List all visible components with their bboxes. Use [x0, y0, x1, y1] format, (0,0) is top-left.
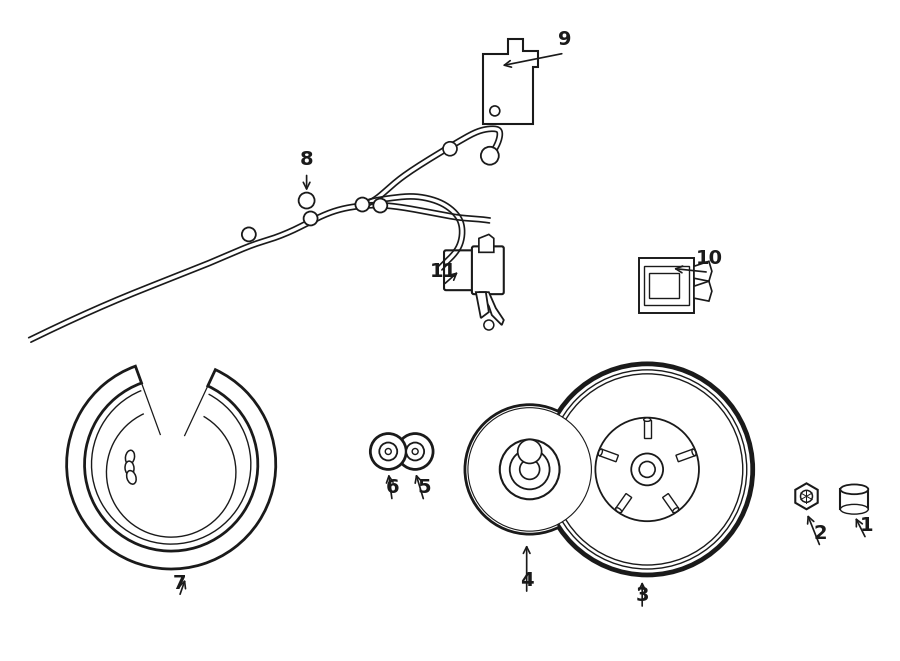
- Ellipse shape: [616, 508, 622, 513]
- Circle shape: [631, 453, 663, 485]
- Ellipse shape: [127, 471, 136, 484]
- Ellipse shape: [692, 449, 696, 455]
- Circle shape: [543, 365, 751, 574]
- Text: 5: 5: [418, 479, 431, 497]
- Circle shape: [242, 227, 256, 241]
- Circle shape: [800, 490, 813, 502]
- Text: 10: 10: [696, 249, 723, 268]
- Polygon shape: [479, 292, 504, 325]
- Circle shape: [596, 418, 699, 521]
- Circle shape: [406, 442, 424, 461]
- Circle shape: [490, 106, 500, 116]
- Polygon shape: [616, 494, 632, 512]
- Polygon shape: [479, 235, 494, 253]
- Polygon shape: [599, 449, 618, 462]
- Circle shape: [356, 198, 369, 212]
- FancyBboxPatch shape: [472, 247, 504, 294]
- Circle shape: [379, 442, 397, 461]
- Circle shape: [518, 440, 542, 463]
- Text: 2: 2: [814, 524, 827, 543]
- Circle shape: [639, 461, 655, 477]
- Text: 9: 9: [558, 30, 572, 49]
- Circle shape: [481, 147, 499, 165]
- Circle shape: [500, 440, 560, 499]
- Circle shape: [552, 374, 742, 565]
- Ellipse shape: [125, 450, 135, 464]
- Text: 3: 3: [635, 586, 649, 605]
- Circle shape: [299, 192, 315, 208]
- Polygon shape: [644, 420, 651, 438]
- Text: 1: 1: [860, 516, 873, 535]
- Circle shape: [412, 449, 418, 455]
- Text: 6: 6: [385, 479, 399, 497]
- Circle shape: [484, 320, 494, 330]
- Ellipse shape: [125, 461, 134, 475]
- Polygon shape: [796, 483, 818, 509]
- Circle shape: [303, 212, 318, 225]
- Circle shape: [385, 449, 392, 455]
- Text: 8: 8: [300, 149, 313, 169]
- Ellipse shape: [598, 449, 602, 455]
- FancyBboxPatch shape: [444, 251, 484, 290]
- Polygon shape: [662, 494, 679, 512]
- Circle shape: [370, 434, 406, 469]
- Ellipse shape: [672, 508, 679, 513]
- Polygon shape: [676, 449, 695, 462]
- Ellipse shape: [644, 418, 651, 421]
- Circle shape: [374, 198, 387, 212]
- Text: 7: 7: [173, 574, 186, 593]
- Text: 4: 4: [520, 571, 534, 590]
- Circle shape: [465, 405, 594, 534]
- Ellipse shape: [841, 485, 868, 494]
- Ellipse shape: [841, 504, 868, 514]
- Circle shape: [541, 363, 753, 576]
- Circle shape: [468, 408, 591, 531]
- Polygon shape: [694, 261, 712, 281]
- Circle shape: [443, 142, 457, 156]
- Circle shape: [547, 370, 747, 569]
- Bar: [649, 273, 679, 298]
- Wedge shape: [67, 366, 275, 569]
- Bar: [841, 489, 868, 509]
- Polygon shape: [639, 258, 694, 313]
- Polygon shape: [476, 292, 489, 318]
- Circle shape: [509, 449, 550, 489]
- Text: 11: 11: [429, 262, 456, 281]
- Polygon shape: [483, 39, 537, 124]
- Circle shape: [519, 459, 540, 479]
- Circle shape: [397, 434, 433, 469]
- Polygon shape: [694, 281, 712, 301]
- Polygon shape: [644, 266, 689, 305]
